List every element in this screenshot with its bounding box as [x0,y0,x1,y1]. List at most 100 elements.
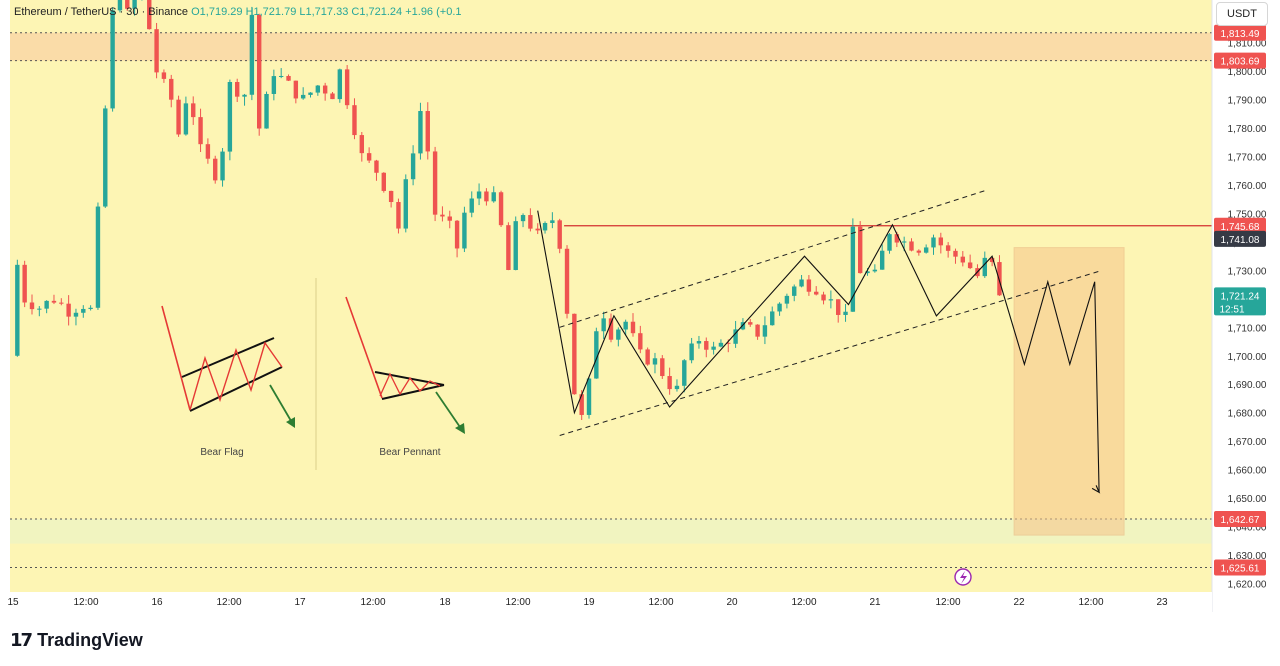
y-tick-label: 1,810.00 [1228,39,1267,50]
candle-body [300,94,306,99]
candle-body [447,216,452,221]
symbol-name[interactable]: Ethereum / TetherUS · 30 · Binance [14,6,189,18]
candle-body [191,103,196,118]
candle-body [169,78,174,100]
price-label-box [1214,510,1266,527]
candle-body [623,321,628,330]
change-value: +1.96 (+0.1 [405,6,462,18]
candle-body [271,76,277,94]
candle-body [564,248,570,314]
price-chart[interactable]: Bear Flag Bear Pennant 1,810.00 1,800.00 1,7… [0,0,1280,612]
flag-breakdown-arrow-icon [269,384,295,427]
y-tick-label: 1,710.00 [1228,323,1267,334]
candle-body [103,108,108,207]
candle-body [550,220,555,223]
candle-body [528,215,533,229]
tradingview-logo[interactable]: 17 TradingView [10,628,143,652]
x-tick-label: 18 [439,597,451,608]
candle-body [484,191,489,202]
candle-body [147,0,152,30]
candle-body [814,291,819,295]
x-tick-label: 19 [583,597,595,608]
candle-body [322,85,328,94]
candle-body [616,329,621,340]
candle-body [154,29,159,73]
candle-body [770,311,775,326]
candle-body [308,92,313,95]
y-tick-label: 1,620.00 [1228,579,1267,590]
projection-arrow-icon [1091,485,1101,494]
currency-button[interactable]: USDT [1216,2,1268,26]
candle-body [901,241,907,243]
candle-body [704,341,709,350]
candle-body [520,215,526,222]
price-label: 1,721.24 [1221,291,1260,302]
price-label: 1,741.08 [1221,235,1260,246]
candle-body [909,241,914,251]
x-tick-label: 12:00 [505,597,530,608]
chart-area[interactable]: Bear Flag Bear Pennant 1,810.00 1,800.00 1,7… [0,0,1280,612]
candle-body [953,250,958,257]
y-tick-label: 1,640.00 [1228,523,1267,534]
symbol-header: Ethereum / TetherUS · 30 · Binance O1,71… [14,6,462,18]
candle-body [73,312,79,317]
x-tick-label: 12:00 [216,597,241,608]
candle-body [66,303,71,317]
candle-body [132,0,137,9]
y-tick-label: 1,680.00 [1228,409,1267,420]
x-tick-label: 12:00 [73,597,98,608]
pennant-zigzag [379,372,441,397]
x-tick-label: 12:00 [935,597,960,608]
x-tick-label: 15 [7,597,19,608]
candle-body [542,222,548,231]
flag-arrowhead-icon [286,417,295,428]
candle-body [506,225,511,270]
candle-body [843,311,848,315]
x-tick-label: 12:00 [360,597,385,608]
candle-body [784,295,790,304]
countdown-label: 12:51 [1219,304,1244,315]
price-label: 1,745.68 [1221,222,1260,233]
candle-body [29,302,35,310]
candle-body [579,394,584,415]
candle-body [410,153,416,180]
candle-body [674,385,680,390]
price-label: 1,803.69 [1221,57,1260,68]
candle-body [110,10,115,109]
high-value: H1,721.79 [245,6,297,18]
candle-body [865,271,870,274]
candle-body [696,341,702,344]
candle-body [220,151,225,181]
candle-body [183,103,189,135]
y-tick-label: 1,750.00 [1228,209,1267,220]
candle-body [15,264,20,356]
price-label: 1,813.49 [1221,29,1260,40]
candle-body [608,318,614,340]
time-axis [0,592,1212,612]
y-tick-label: 1,780.00 [1228,124,1267,135]
candle-body [777,303,782,312]
candle-body [667,376,672,390]
candle-body [689,343,694,361]
candle-body [938,237,944,246]
candle-body [630,321,636,334]
candle-body [682,360,687,386]
candle-body [95,206,101,308]
candle-body [22,264,27,303]
candle-body [88,307,93,309]
flag-lower-line [189,366,283,412]
candle-body [821,294,826,301]
candle-body [872,269,878,272]
candle-body [491,192,496,202]
candle-body [638,333,643,350]
candle-body [418,111,423,154]
y-tick-label: 1,690.00 [1228,380,1267,391]
candle-body [726,342,731,344]
candle-body [945,245,951,251]
candle-body [432,151,438,215]
candle-body [198,117,203,145]
price-label-box [1214,52,1266,69]
candle-body [81,308,86,313]
candle-body [403,179,408,229]
candle-body [462,212,467,249]
